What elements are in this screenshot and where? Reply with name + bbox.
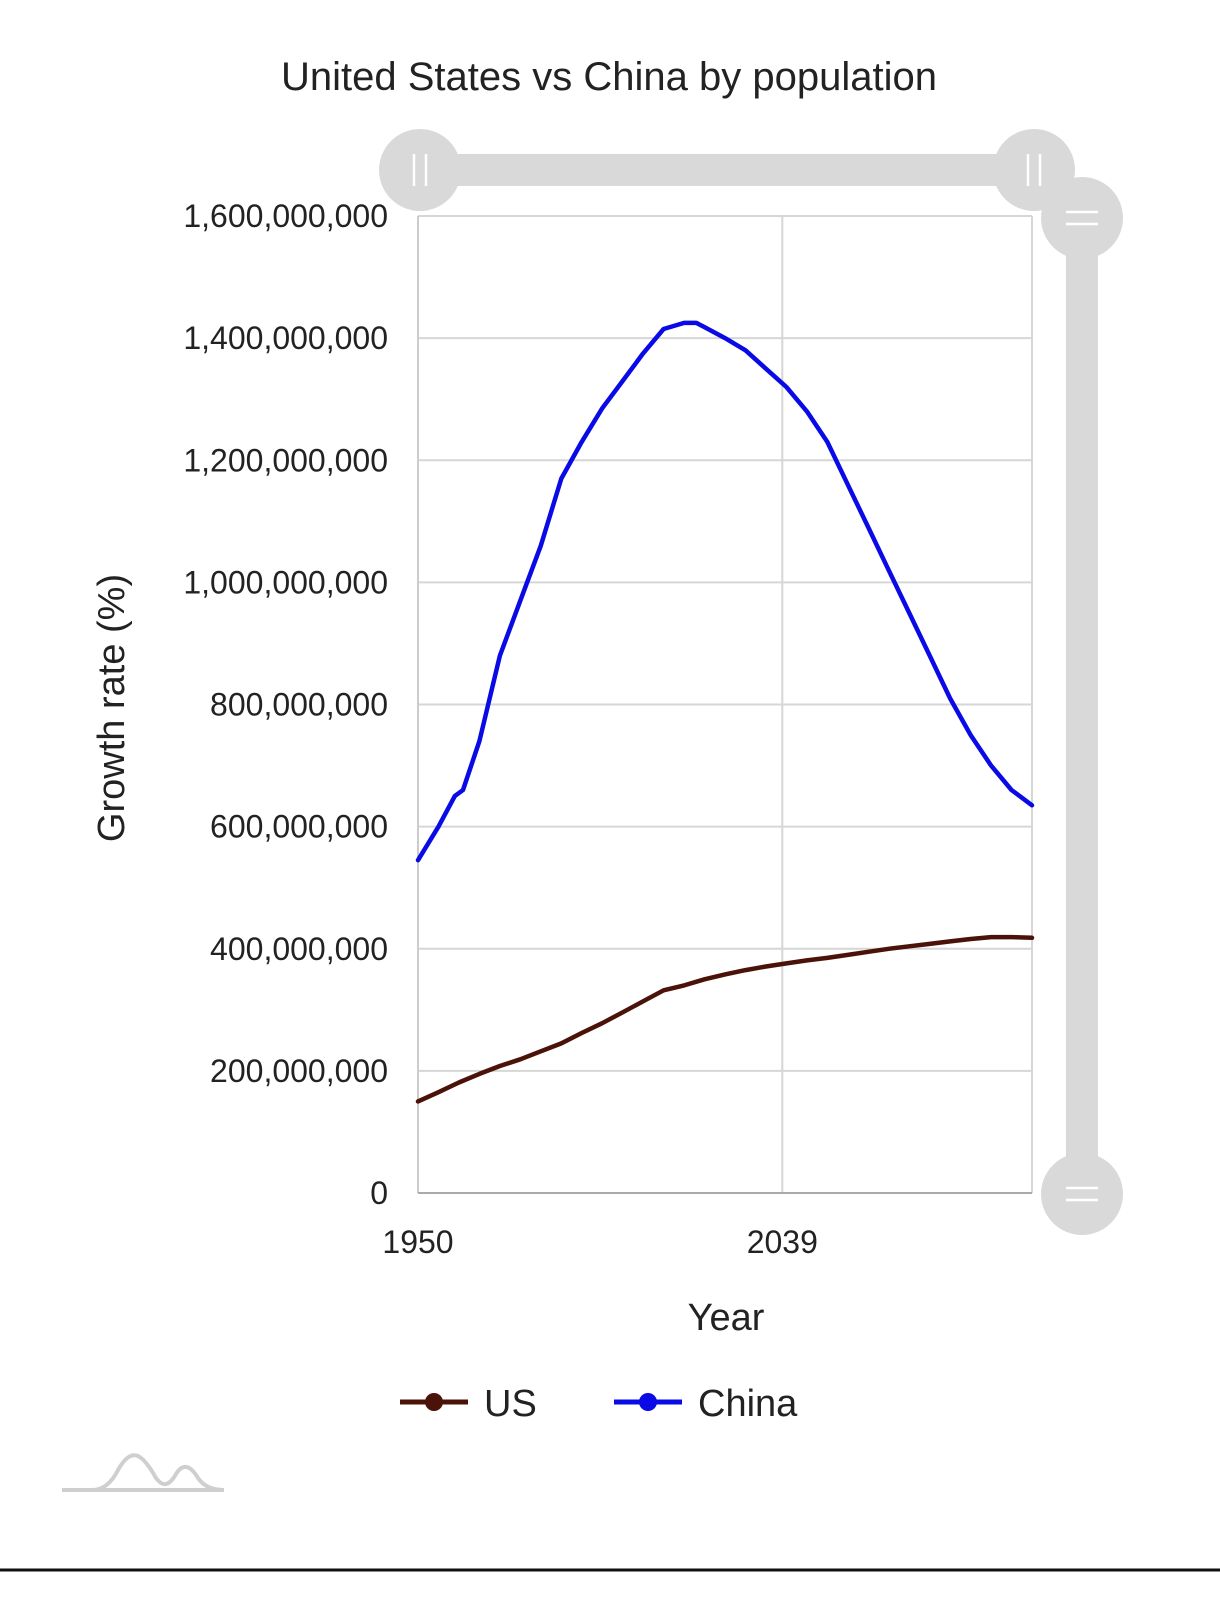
y-range-bottom-handle[interactable]: [1041, 1153, 1123, 1235]
x-tick-label: 2039: [747, 1224, 818, 1260]
legend-label: US: [484, 1383, 537, 1425]
series-line-china: [415, 320, 1035, 863]
plot-series: [415, 320, 1035, 1104]
brand-logo-icon: [62, 1453, 225, 1492]
legend-swatch-marker: [425, 1393, 443, 1411]
grid: [417, 215, 1033, 1193]
y-tick-label: 1,600,000,000: [183, 198, 388, 234]
y-tick-label: 0: [370, 1175, 388, 1211]
x-tick-label: 1950: [382, 1224, 453, 1260]
legend-item-us: US: [400, 1383, 537, 1425]
axes: 0 200,000,000 400,000,000 600,000,000 800,00…: [183, 198, 1032, 1260]
series-line-us: [415, 934, 1035, 1104]
y-range-top-handle[interactable]: [1041, 177, 1123, 259]
y-tick-label: 1,000,000,000: [183, 564, 388, 600]
y-tick-label: 1,400,000,000: [183, 320, 388, 356]
y-tick-label: 1,200,000,000: [183, 442, 388, 478]
y-tick-label: 600,000,000: [210, 809, 388, 845]
y-axis-title: Growth rate (%): [91, 574, 133, 842]
x-range-start-handle[interactable]: [379, 129, 461, 211]
y-range-slider[interactable]: [1041, 177, 1123, 1235]
x-range-track[interactable]: [420, 154, 1035, 186]
legend-label: China: [698, 1383, 798, 1425]
legend-swatch-marker: [639, 1393, 657, 1411]
legend: US China: [400, 1383, 798, 1425]
y-tick-label: 400,000,000: [210, 931, 388, 967]
legend-item-china: China: [614, 1383, 798, 1425]
y-tick-label: 800,000,000: [210, 687, 388, 723]
x-axis-title: Year: [688, 1297, 765, 1339]
x-range-slider[interactable]: [379, 129, 1075, 211]
chart-title: United States vs China by population: [281, 55, 937, 99]
y-range-track[interactable]: [1066, 218, 1098, 1194]
y-tick-label: 200,000,000: [210, 1053, 388, 1089]
